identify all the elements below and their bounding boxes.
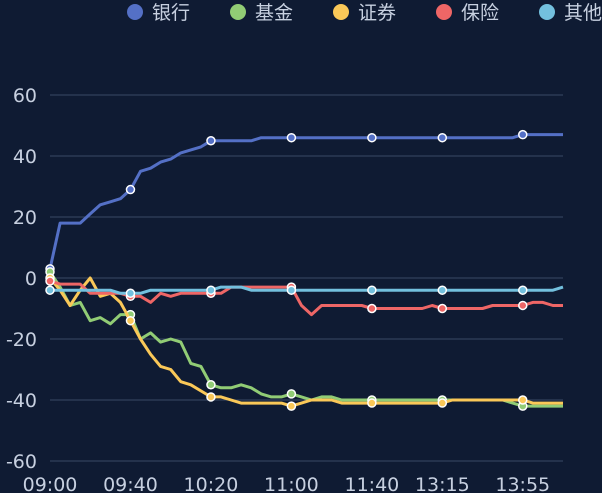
series-证券 (45, 273, 563, 411)
y-tick-label: -40 (6, 390, 37, 412)
legend-swatch (333, 4, 349, 20)
data-point[interactable] (518, 300, 528, 311)
series-line[interactable] (48, 133, 563, 270)
x-tick-label: 09:40 (103, 474, 158, 493)
grid-lines (50, 94, 563, 462)
x-tick-label: 11:40 (344, 474, 399, 493)
legend-item[interactable]: 基金 (230, 2, 293, 24)
data-point[interactable] (206, 392, 216, 402)
data-point[interactable] (367, 285, 377, 295)
data-point[interactable] (367, 303, 377, 314)
data-point[interactable] (45, 285, 55, 295)
legend-label: 银行 (152, 2, 190, 24)
y-axis-labels: 60 40 20 0 -20 -40 -60 (6, 85, 37, 473)
data-point[interactable] (206, 136, 216, 146)
data-point[interactable] (518, 285, 528, 295)
data-point[interactable] (45, 276, 55, 286)
data-point[interactable] (367, 132, 377, 143)
x-tick-label: 09:00 (23, 474, 78, 493)
data-point[interactable] (206, 285, 216, 295)
legend-item[interactable]: 证券 (333, 2, 396, 24)
x-tick-label: 13:55 (495, 474, 550, 493)
y-tick-label: -60 (6, 451, 37, 473)
x-axis-labels: 09:00 09:40 10:20 11:00 11:40 13:15 13:55 (23, 474, 551, 493)
data-point[interactable] (437, 132, 448, 143)
y-tick-label: 60 (13, 85, 37, 107)
data-point[interactable] (125, 315, 136, 326)
data-point[interactable] (437, 303, 448, 314)
x-tick-label: 10:20 (184, 474, 239, 493)
series-line[interactable] (48, 276, 563, 408)
legend-label: 其他 (564, 2, 602, 24)
y-tick-label: -20 (6, 329, 37, 351)
legend-item[interactable]: 其他 (539, 2, 602, 24)
legend-label: 基金 (255, 2, 293, 24)
x-tick-label: 11:00 (264, 474, 319, 493)
legend-swatch (230, 4, 246, 20)
data-point[interactable] (437, 285, 448, 295)
data-point[interactable] (206, 380, 216, 390)
series-银行 (45, 129, 563, 274)
data-point[interactable] (367, 398, 377, 408)
data-point[interactable] (286, 132, 297, 143)
legend-swatch (539, 4, 555, 20)
series-layer (45, 129, 564, 411)
series-其他 (45, 285, 564, 298)
y-tick-label: 40 (13, 146, 37, 168)
x-tick-label: 13:15 (415, 474, 470, 493)
data-point[interactable] (125, 288, 136, 298)
data-point[interactable] (518, 395, 528, 405)
y-tick-label: 20 (13, 207, 37, 229)
legend-swatch (436, 4, 452, 20)
legend-item[interactable]: 保险 (436, 2, 499, 24)
data-point[interactable] (125, 184, 136, 195)
y-tick-label: 0 (25, 268, 37, 290)
legend-item[interactable]: 银行 (127, 2, 190, 24)
data-point[interactable] (286, 285, 297, 295)
series-line[interactable] (49, 279, 563, 317)
legend-label: 证券 (358, 2, 396, 24)
data-point[interactable] (518, 129, 528, 140)
series-line[interactable] (50, 285, 564, 295)
legend-label: 保险 (461, 2, 499, 24)
legend-swatch (127, 4, 143, 20)
data-point[interactable] (286, 401, 297, 411)
data-point[interactable] (286, 389, 297, 399)
legend[interactable]: 银行 基金 证券 保险 其他 (127, 2, 602, 24)
data-point[interactable] (437, 398, 448, 408)
